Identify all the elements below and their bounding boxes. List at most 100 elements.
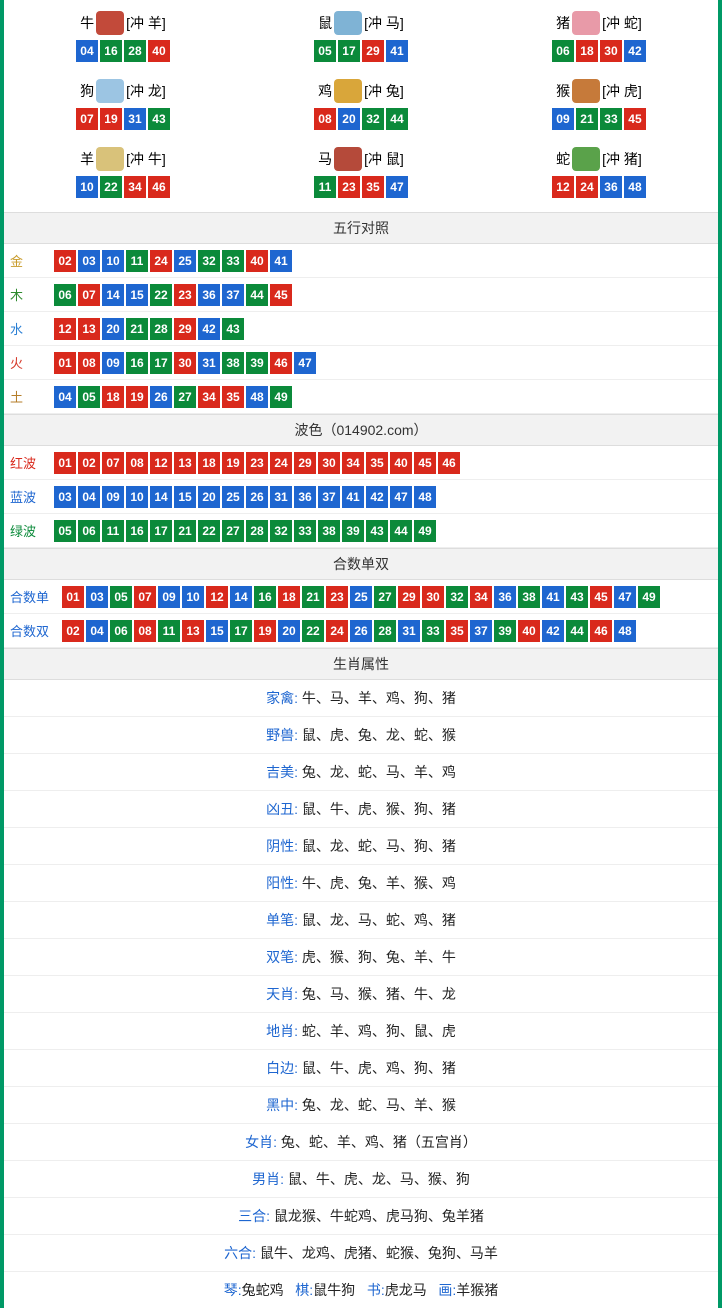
zodiac-icon: [96, 79, 124, 103]
number-chip: 10: [126, 486, 148, 508]
number-chip: 09: [102, 352, 124, 374]
zodiac-icon: [572, 79, 600, 103]
table-row: 合数单0103050709101214161821232527293032343…: [4, 580, 718, 614]
attr-key: 野兽:: [266, 727, 302, 743]
number-chip: 34: [124, 176, 146, 198]
number-chip: 22: [150, 284, 172, 306]
bottom-key: 琴:: [224, 1282, 242, 1298]
zodiac-icon: [572, 11, 600, 35]
number-chip: 36: [294, 486, 316, 508]
number-chip: 29: [398, 586, 420, 608]
zodiac-cell: 牛[冲 羊]04162840: [4, 4, 242, 72]
wuxing-table: 金02031011242532334041木060714152223363744…: [4, 244, 718, 414]
number-chip: 05: [54, 520, 76, 542]
table-row: 红波0102070812131819232429303435404546: [4, 446, 718, 480]
number-chip: 40: [148, 40, 170, 62]
zodiac-title: 鸡 [冲 兔]: [242, 78, 480, 104]
number-chip: 21: [576, 108, 598, 130]
zodiac-name: 马: [318, 149, 332, 169]
number-chip: 16: [126, 352, 148, 374]
number-chip: 16: [100, 40, 122, 62]
attr-value: 鼠、牛、虎、猴、狗、猪: [302, 801, 456, 817]
row-label: 合数单: [10, 587, 62, 606]
attr-key: 凶丑:: [266, 801, 302, 817]
number-chip: 47: [390, 486, 412, 508]
attr-key: 三合:: [238, 1208, 274, 1224]
attr-row: 阴性: 鼠、龙、蛇、马、狗、猪: [4, 828, 718, 865]
zodiac-numbers: 09213345: [480, 108, 718, 130]
number-chip: 21: [302, 586, 324, 608]
number-chip: 04: [76, 40, 98, 62]
row-numbers: 02031011242532334041: [54, 250, 292, 272]
number-chip: 36: [600, 176, 622, 198]
row-numbers: 04051819262734354849: [54, 386, 292, 408]
attr-row: 三合: 鼠龙猴、牛蛇鸡、虎马狗、兔羊猪: [4, 1198, 718, 1235]
number-chip: 45: [624, 108, 646, 130]
number-chip: 04: [78, 486, 100, 508]
zodiac-numbers: 07193143: [4, 108, 242, 130]
number-chip: 21: [126, 318, 148, 340]
zodiac-title: 狗[冲 龙]: [4, 78, 242, 104]
number-chip: 48: [246, 386, 268, 408]
number-chip: 15: [126, 284, 148, 306]
number-chip: 48: [614, 620, 636, 642]
number-chip: 25: [350, 586, 372, 608]
table-row: 绿波05061116172122272832333839434449: [4, 514, 718, 548]
number-chip: 22: [198, 520, 220, 542]
number-chip: 31: [270, 486, 292, 508]
zodiac-icon: [334, 147, 362, 171]
number-chip: 27: [174, 386, 196, 408]
number-chip: 23: [338, 176, 360, 198]
zodiac-name: 羊: [80, 149, 94, 169]
bottom-key: 书:: [367, 1282, 385, 1298]
attr-value: 兔、马、猴、猪、牛、龙: [302, 986, 456, 1002]
attr-key: 阴性:: [266, 838, 302, 854]
zodiac-clash: [冲 羊]: [126, 13, 166, 33]
number-chip: 49: [638, 586, 660, 608]
row-label: 蓝波: [10, 487, 54, 506]
section-header-bose: 波色（014902.com）: [4, 414, 718, 446]
number-chip: 42: [198, 318, 220, 340]
zodiac-name: 鸡: [318, 81, 332, 101]
zodiac-clash: [冲 牛]: [126, 149, 166, 169]
number-chip: 46: [590, 620, 612, 642]
number-chip: 04: [86, 620, 108, 642]
number-chip: 05: [78, 386, 100, 408]
number-chip: 20: [278, 620, 300, 642]
attr-value: 鼠、虎、兔、龙、蛇、猴: [302, 727, 456, 743]
number-chip: 10: [76, 176, 98, 198]
zodiac-numbers: 12243648: [480, 176, 718, 198]
number-chip: 33: [422, 620, 444, 642]
zodiac-icon: [334, 79, 362, 103]
zodiac-clash: [冲 兔]: [364, 81, 404, 101]
zodiac-name: 鼠: [318, 13, 332, 33]
number-chip: 12: [206, 586, 228, 608]
number-chip: 11: [126, 250, 148, 272]
number-chip: 17: [150, 520, 172, 542]
number-chip: 19: [126, 386, 148, 408]
number-chip: 28: [246, 520, 268, 542]
zodiac-title: 猴[冲 虎]: [480, 78, 718, 104]
attr-row: 阳性: 牛、虎、兔、羊、猴、鸡: [4, 865, 718, 902]
attr-key: 黑中:: [266, 1097, 302, 1113]
zodiac-icon: [96, 147, 124, 171]
bottom-key: 棋:: [295, 1282, 313, 1298]
number-chip: 04: [54, 386, 76, 408]
number-chip: 30: [422, 586, 444, 608]
number-chip: 28: [150, 318, 172, 340]
number-chip: 22: [302, 620, 324, 642]
attr-row: 天肖: 兔、马、猴、猪、牛、龙: [4, 976, 718, 1013]
number-chip: 17: [338, 40, 360, 62]
number-chip: 38: [318, 520, 340, 542]
attr-value: 牛、马、羊、鸡、狗、猪: [302, 690, 456, 706]
number-chip: 39: [342, 520, 364, 542]
zodiac-icon: [96, 11, 124, 35]
number-chip: 29: [362, 40, 384, 62]
number-chip: 42: [624, 40, 646, 62]
zodiac-title: 猪[冲 蛇]: [480, 10, 718, 36]
table-row: 金02031011242532334041: [4, 244, 718, 278]
number-chip: 20: [198, 486, 220, 508]
number-chip: 37: [470, 620, 492, 642]
bottom-row: 琴:兔蛇鸡 棋:鼠牛狗 书:虎龙马 画:羊猴猪: [4, 1272, 718, 1308]
number-chip: 24: [326, 620, 348, 642]
